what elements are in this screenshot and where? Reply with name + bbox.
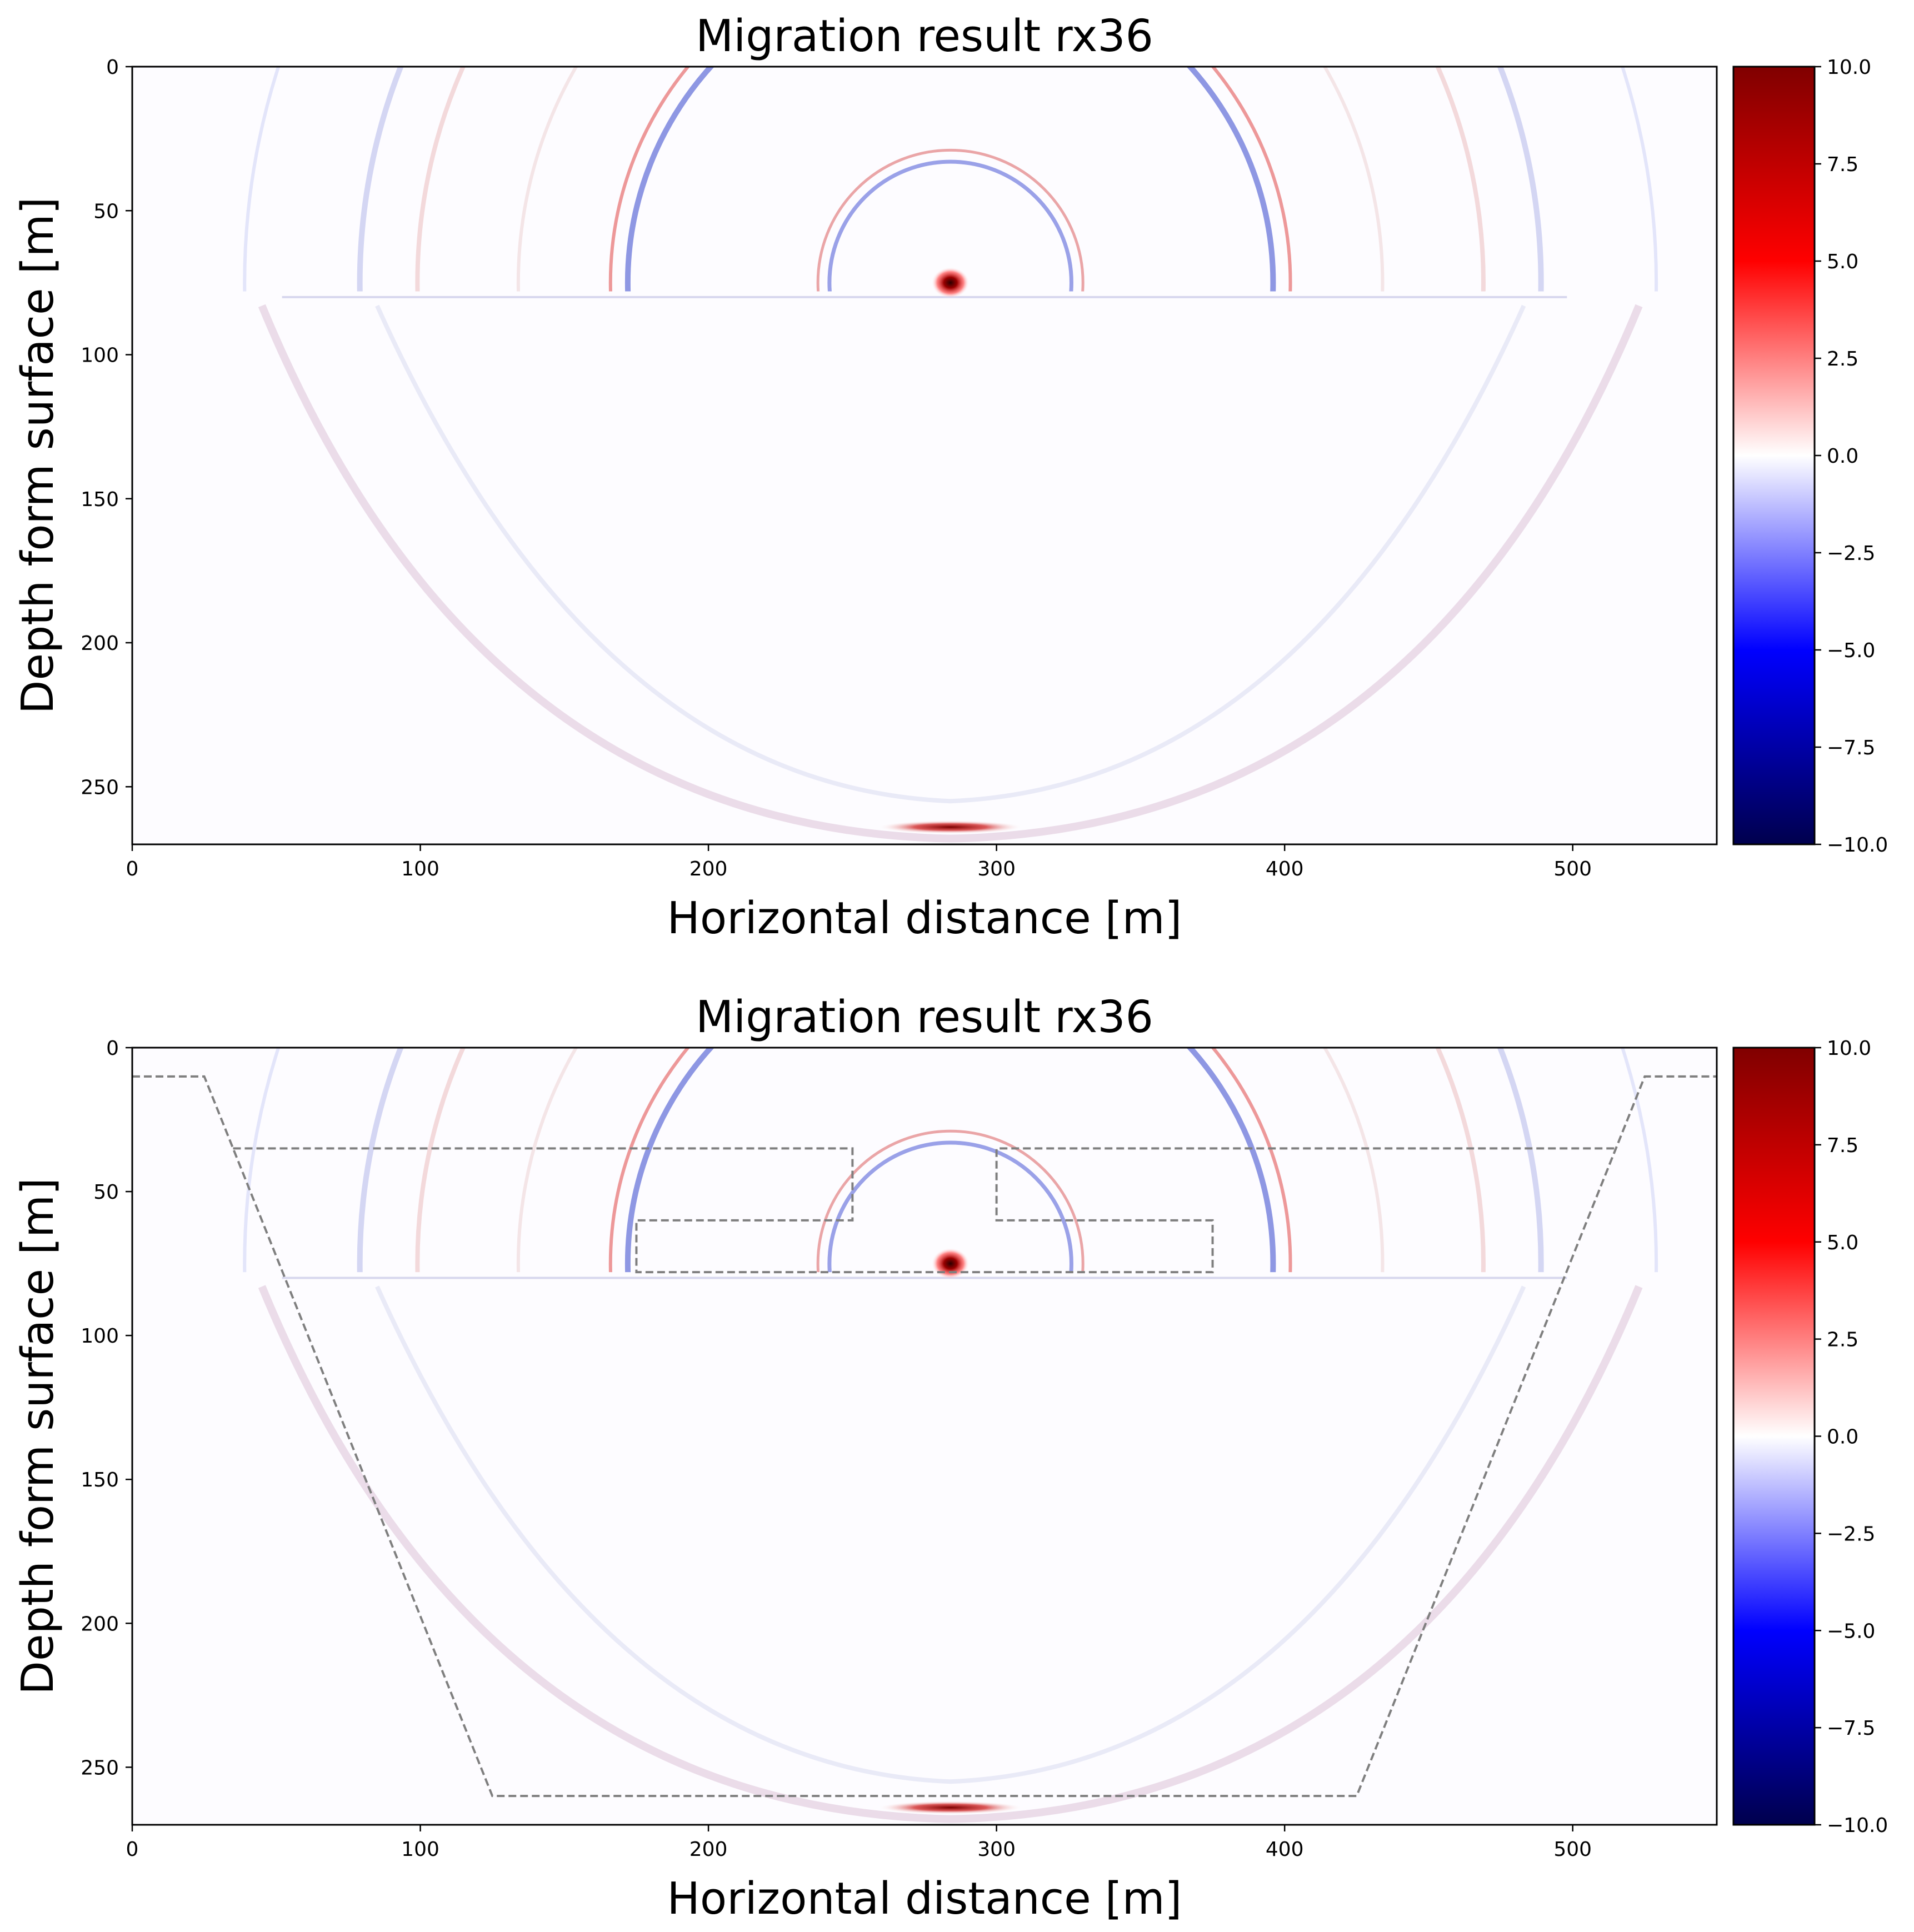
x-tick-label: 300	[977, 858, 1016, 880]
upper-layer-arcs	[243, 1048, 1658, 1273]
diffraction-arc	[827, 159, 1073, 292]
y-tick-label: 50	[93, 1181, 119, 1204]
diffraction-arc	[415, 67, 1486, 292]
axes-frame	[131, 66, 1718, 845]
diffraction-arc	[625, 1048, 1276, 1273]
x-tick-label: 500	[1553, 858, 1592, 880]
diffraction-arc	[625, 67, 1276, 292]
diffraction-arc	[827, 1140, 1073, 1273]
y-tick-label: 0	[106, 56, 119, 79]
strong-reflection-spot	[931, 267, 970, 298]
x-tick-label: 400	[1266, 858, 1304, 880]
migration-image	[243, 67, 1658, 843]
migration-panel-2: 0 100 200 300 400 500 0 50 100 150 200 250 Migration…	[12, 992, 1888, 1924]
colorbar	[1732, 1047, 1816, 1826]
colorbar-tick-label: −2.5	[1827, 1523, 1875, 1545]
model-outline-1	[132, 1075, 1717, 1798]
chart-title: Migration result rx36	[696, 11, 1153, 62]
colorbar-tick-label: 2.5	[1827, 348, 1858, 371]
diffraction-arc	[816, 148, 1085, 292]
diffraction-arc	[357, 1048, 1544, 1273]
colorbar-tick-label: −5.0	[1827, 1620, 1875, 1643]
y-tick-label: 100	[81, 344, 119, 367]
colorbar-tick-label: −2.5	[1827, 542, 1875, 565]
chart-title: Migration result rx36	[696, 992, 1153, 1043]
colorbar	[1732, 66, 1816, 845]
x-tick-label: 0	[126, 1838, 139, 1861]
migration-smile	[258, 1285, 1643, 1823]
x-tick-label: 400	[1266, 1838, 1304, 1861]
x-tick-label: 500	[1553, 1838, 1592, 1861]
diffraction-arc	[517, 67, 1385, 292]
colorbar-tick-label: −10.0	[1827, 834, 1888, 857]
x-tick-label: 100	[401, 1838, 439, 1861]
y-tick-label: 200	[81, 632, 119, 655]
diffraction-arc	[243, 1048, 1658, 1273]
colorbar-tick-label: 0.0	[1827, 1426, 1858, 1449]
colorbar-tick-label: −7.5	[1827, 1717, 1875, 1740]
colorbar-tick-label: 7.5	[1827, 153, 1858, 176]
x-tick-label: 300	[977, 1838, 1016, 1861]
migration-image	[243, 1048, 1658, 1823]
x-tick-label: 200	[689, 858, 728, 880]
x-tick-label: 100	[401, 858, 439, 880]
migration-smile	[258, 304, 1643, 843]
x-axis-label: Horizontal distance [m]	[667, 893, 1182, 944]
y-tick-label: 0	[106, 1037, 119, 1060]
plot-area	[132, 1048, 1717, 1825]
y-tick-label: 150	[81, 1469, 119, 1491]
y-tick-label: 100	[81, 1325, 119, 1348]
y-axis-label: Depth form surface [m]	[12, 1178, 63, 1695]
colorbar-tick-label: −7.5	[1827, 737, 1875, 759]
migration-smile-inner	[375, 304, 1526, 804]
upper-layer-arcs	[243, 67, 1658, 292]
colorbar-tick-label: 7.5	[1827, 1134, 1858, 1157]
colorbar-tick-label: 2.5	[1827, 1329, 1858, 1352]
bottom-reflection	[878, 820, 1023, 834]
x-axis-label: Horizontal distance [m]	[667, 1873, 1182, 1924]
diffraction-arc	[243, 67, 1658, 292]
axes-frame	[131, 1047, 1718, 1826]
diffraction-arc	[517, 1048, 1385, 1273]
strong-reflection-spot	[931, 1248, 970, 1279]
diffraction-arc	[415, 1048, 1486, 1273]
x-tick-label: 200	[689, 1838, 728, 1861]
colorbar-tick-label: 5.0	[1827, 1232, 1858, 1254]
colorbar-tick-label: −5.0	[1827, 639, 1875, 662]
bottom-reflection	[878, 1800, 1023, 1814]
plot-area	[132, 67, 1717, 844]
x-tick-label: 0	[126, 858, 139, 880]
colorbar-tick-label: 10.0	[1827, 56, 1871, 79]
colorbar-tick-label: 5.0	[1827, 251, 1858, 273]
y-tick-label: 150	[81, 488, 119, 511]
diffraction-arc	[816, 1129, 1085, 1273]
y-tick-label: 200	[81, 1613, 119, 1635]
colorbar-tick-label: 0.0	[1827, 445, 1858, 468]
model-outline-2	[233, 1147, 1616, 1274]
y-tick-label: 50	[93, 200, 119, 223]
colorbar-tick-label: −10.0	[1827, 1814, 1888, 1837]
diffraction-arc	[357, 67, 1544, 292]
y-axis-label: Depth form surface [m]	[12, 197, 63, 714]
y-tick-label: 250	[81, 1756, 119, 1779]
migration-panel-1: 0 100 200 300 400 500 0 50 100 150 200 250 Migration…	[12, 11, 1888, 944]
diffraction-arc	[608, 67, 1292, 292]
y-tick-label: 250	[81, 776, 119, 799]
colorbar-tick-label: 10.0	[1827, 1037, 1871, 1060]
migration-smile-inner	[375, 1285, 1526, 1784]
diffraction-arc	[608, 1048, 1292, 1273]
